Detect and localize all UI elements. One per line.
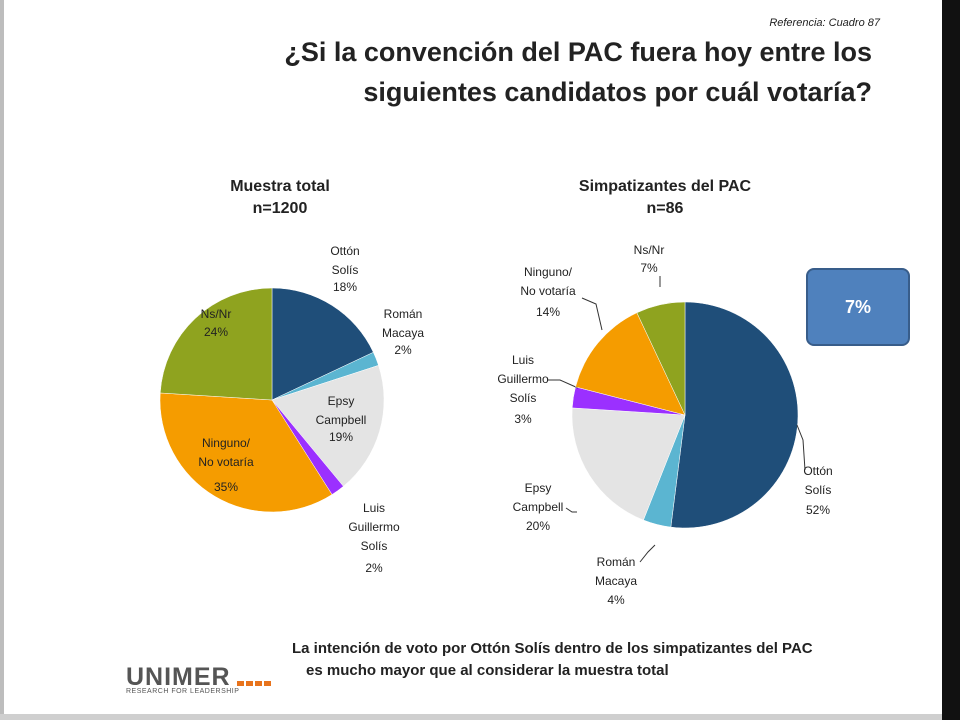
pie-2-leader-5 bbox=[581, 297, 603, 331]
pie-1-label-2: Román Macaya bbox=[382, 307, 424, 340]
chart-1-subtitle: n=1200 bbox=[252, 200, 308, 217]
title-line-2: siguientes candidatos por cuál votaría? bbox=[363, 77, 872, 107]
pie-1-slice-1 bbox=[271, 287, 374, 401]
pie-1-slice-3 bbox=[271, 365, 385, 487]
pie-2-label-2: Román Macaya bbox=[595, 555, 637, 588]
pie-1-slice-6 bbox=[159, 287, 273, 401]
slide-title: ¿Si la convención del PAC fuera hoy entr… bbox=[262, 32, 872, 112]
pie-2-label-6: Ns/Nr bbox=[634, 243, 665, 257]
pie-2-value-2: 4% bbox=[607, 593, 625, 607]
right-edge-bar bbox=[942, 0, 960, 720]
logo-tagline: RESEARCH FOR LEADERSHIP bbox=[126, 688, 240, 695]
pie-2-slice-3 bbox=[571, 407, 686, 521]
chart-2-title: Simpatizantes del PAC n=86 bbox=[540, 176, 790, 220]
pie-1-label-5: Ninguno/No votaría bbox=[198, 436, 254, 469]
pie-2-label-3: Epsy Campbell bbox=[513, 481, 564, 514]
pie-1-value-1: 18% bbox=[333, 280, 357, 294]
callout-box: 7% bbox=[806, 268, 910, 346]
pie-2-leader-1 bbox=[796, 424, 806, 471]
pie-2-label-5: Ninguno/No votaría bbox=[520, 265, 576, 298]
pie-1-value-6: 24% bbox=[204, 325, 228, 339]
pie-1-value-5: 35% bbox=[214, 480, 238, 494]
logo-dots bbox=[237, 681, 272, 686]
pie-1-label-3: Epsy Campbell bbox=[316, 394, 367, 427]
pie-2-value-1: 52% bbox=[806, 503, 830, 517]
pie-1-value-4: 2% bbox=[365, 561, 383, 575]
footnote: La intención de voto por Ottón Solís den… bbox=[292, 638, 892, 682]
pie-1-label-4: Luis Guillermo Solís bbox=[348, 501, 400, 553]
pie-2-slice-5 bbox=[575, 312, 686, 416]
pie-2-label-4: Luis Guillermo Solís bbox=[497, 353, 549, 405]
pie-2-value-4: 3% bbox=[514, 412, 532, 426]
reference-label: Referencia: Cuadro 87 bbox=[769, 17, 880, 29]
chart-1-title: Muestra total n=1200 bbox=[170, 176, 390, 220]
pie-2-value-6: 7% bbox=[640, 261, 658, 275]
chart-2-subtitle: n=86 bbox=[646, 200, 684, 217]
unimer-logo: UNIMER RESEARCH FOR LEADERSHIP bbox=[126, 663, 272, 695]
pie-2-leader-4 bbox=[548, 379, 579, 389]
chart-2-title-text: Simpatizantes del PAC bbox=[578, 178, 752, 195]
pie-2-leader-2 bbox=[639, 544, 656, 563]
footnote-line-1: La intención de voto por Ottón Solís den… bbox=[292, 640, 813, 657]
pie-2-slice-1 bbox=[670, 301, 799, 529]
pie-2-value-5: 14% bbox=[536, 305, 560, 319]
title-line-1: ¿Si la convención del PAC fuera hoy entr… bbox=[284, 37, 872, 67]
pie-2-value-3: 20% bbox=[526, 519, 550, 533]
left-edge-bar bbox=[0, 0, 4, 720]
pie-2-label-1: Ottón Solís bbox=[803, 464, 832, 497]
pie-1-slice-5 bbox=[159, 392, 333, 513]
pie-1-label-6: Ns/Nr bbox=[201, 307, 232, 321]
pie-2-leader-3 bbox=[565, 507, 577, 513]
footnote-line-2: es mucho mayor que al considerar la mues… bbox=[306, 662, 669, 679]
chart-1-title-text: Muestra total bbox=[230, 178, 330, 195]
pie-1-value-3: 19% bbox=[329, 430, 353, 444]
bottom-edge-bar bbox=[0, 714, 942, 720]
pie-1-label-1: Ottón Solís bbox=[330, 244, 359, 277]
pie-2-slice-6 bbox=[636, 301, 686, 416]
logo-name: UNIMER bbox=[126, 663, 231, 691]
pie-1-value-2: 2% bbox=[394, 343, 412, 357]
